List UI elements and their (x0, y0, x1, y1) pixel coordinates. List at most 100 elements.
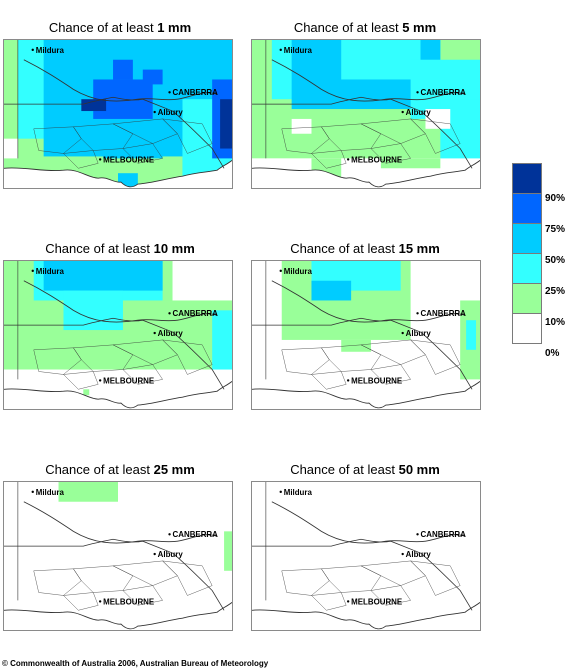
title-value: 5 mm (402, 20, 437, 35)
place-marker (401, 552, 404, 556)
place-label-albury: Albury (158, 329, 184, 338)
place-marker (168, 312, 171, 315)
district-boundary (73, 565, 134, 593)
district-boundary (360, 339, 426, 365)
place-marker (401, 331, 404, 335)
map-panel-1mm: Mildura CANBERRA Albury MELBOURNE (3, 39, 233, 189)
map-panel-10mm: Mildura CANBERRA Albury MELBOURNE (3, 260, 233, 410)
map-panel-5mm: Mildura CANBERRA Albury MELBOURNE (251, 39, 481, 189)
place-label-mildura: Mildura (284, 267, 313, 276)
place-label-canberra: CANBERRA (173, 530, 219, 539)
map-svg: Mildura CANBERRA Albury MELBOURNE (4, 40, 232, 188)
district-boundary (321, 565, 382, 593)
title-value: 15 mm (398, 241, 440, 256)
title-prefix: Chance of at least (293, 20, 403, 35)
murray-river (271, 280, 466, 323)
title-value: 25 mm (153, 462, 195, 477)
map-panel-15mm: Mildura CANBERRA Albury MELBOURNE (251, 260, 481, 410)
place-marker (98, 600, 102, 603)
map-svg: Mildura CANBERRA Albury MELBOURNE (252, 482, 480, 630)
legend-label-10: 10% (545, 317, 566, 328)
probability-cell (291, 118, 312, 134)
district-boundary (360, 118, 426, 144)
title-value: 50 mm (398, 462, 440, 477)
place-label-albury: Albury (406, 108, 432, 117)
legend-label-0: 0% (545, 348, 560, 359)
place-marker (168, 533, 171, 536)
legend-swatch-75 (512, 193, 542, 224)
legend-label-25: 25% (545, 286, 566, 297)
probability-cell (4, 138, 18, 159)
murray-river (23, 501, 218, 544)
district-boundary (281, 347, 330, 375)
title-prefix: Chance of at least (45, 241, 154, 256)
place-label-melbourne: MELBOURNE (351, 155, 402, 164)
legend-swatch-10 (512, 283, 542, 314)
panel-title-10mm: Chance of at least 10 mm (0, 241, 240, 256)
district-boundary (162, 560, 213, 596)
district-boundary (122, 585, 163, 606)
legend-swatch-50 (512, 223, 542, 254)
district-boundary (33, 568, 82, 596)
panel-title-5mm: Chance of at least 5 mm (245, 20, 485, 35)
ocean-area (252, 381, 480, 409)
ocean-area (252, 602, 480, 630)
district-boundary (410, 339, 461, 375)
place-marker (31, 269, 34, 273)
legend-label-75: 75% (545, 224, 566, 235)
probability-cell (341, 40, 421, 80)
place-label-melbourne: MELBOURNE (351, 597, 402, 606)
district-boundary (311, 592, 347, 611)
place-label-albury: Albury (158, 108, 184, 117)
probability-cell (63, 290, 123, 331)
district-boundary (63, 592, 99, 611)
ocean-area (252, 160, 480, 188)
district-boundary (112, 560, 178, 586)
place-label-melbourne: MELBOURNE (351, 376, 402, 385)
legend-label-50: 50% (545, 255, 566, 266)
probability-cell (212, 310, 232, 390)
place-marker (153, 110, 156, 114)
place-label-mildura: Mildura (36, 46, 65, 55)
coastline (4, 602, 232, 630)
district-boundary (370, 143, 411, 164)
murray-river (23, 59, 218, 102)
panel-title-25mm: Chance of at least 25 mm (0, 462, 240, 477)
place-marker (279, 48, 282, 52)
state-border (4, 538, 225, 611)
district-boundary (281, 568, 330, 596)
murray-river (23, 280, 218, 323)
probability-cell (113, 59, 133, 80)
state-border (252, 538, 473, 611)
district-boundary (112, 118, 178, 144)
place-marker (279, 490, 282, 494)
place-marker (401, 110, 404, 114)
title-prefix: Chance of at least (290, 462, 399, 477)
probability-cell (103, 138, 163, 159)
ocean-area (4, 602, 232, 630)
place-marker (168, 91, 171, 94)
murray-river (271, 59, 466, 102)
map-panel-50mm: Mildura CANBERRA Albury MELBOURNE (251, 481, 481, 631)
coastline (4, 160, 232, 188)
district-boundary (162, 118, 213, 154)
coastline (4, 381, 232, 409)
coastline (252, 160, 480, 188)
place-label-mildura: Mildura (36, 267, 65, 276)
legend-label-90: 90% (545, 193, 566, 204)
legend-swatch-25 (512, 253, 542, 284)
place-marker (31, 48, 34, 52)
map-svg: Mildura CANBERRA Albury MELBOURNE (4, 261, 232, 409)
district-boundary (370, 585, 411, 606)
district-boundary (162, 339, 213, 375)
probability-cell (466, 320, 477, 350)
district-boundary (410, 118, 461, 154)
place-marker (416, 312, 419, 315)
probability-cell (43, 261, 163, 291)
place-marker (153, 552, 156, 556)
legend-swatch-0 (512, 313, 542, 344)
place-marker (346, 158, 350, 161)
district-boundary (63, 150, 99, 169)
district-boundary (311, 150, 347, 169)
probability-cell (311, 280, 352, 301)
